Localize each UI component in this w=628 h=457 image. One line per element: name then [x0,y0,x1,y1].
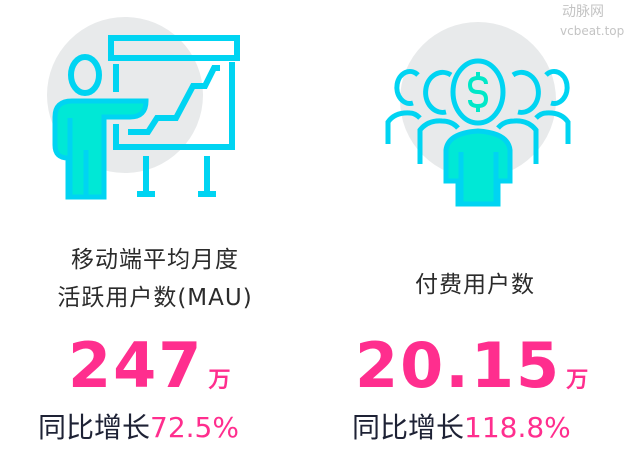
watermark-logo: 动脉网 [562,4,604,20]
mau-growth: 同比增长72.5% [38,414,239,442]
paying-users-growth-label: 同比增长 [352,411,465,444]
paying-users-label: 付费用户数 [415,272,535,298]
paying-users-unit: 万 [566,368,589,393]
dollar-icon [467,72,489,112]
paying-users-icon [385,22,571,207]
mau-growth-value: 72.5% [150,411,239,444]
paying-users-value-group: 20.15 万 [355,335,588,397]
presentation-chart-icon [47,17,240,200]
mau-growth-label: 同比增长 [38,411,151,444]
mau-label-line1: 移动端平均月度 [71,247,239,273]
watermark-url: vcbeat.top [560,24,625,38]
paying-users-value: 20.15 [355,329,562,402]
mau-unit: 万 [208,368,231,393]
paying-users-growth: 同比增长118.8% [352,414,571,442]
mau-label-line2: 活跃用户数(MAU) [57,285,253,311]
mau-value-group: 247 万 [68,335,231,397]
mau-value: 247 [68,329,204,402]
paying-users-growth-value: 118.8% [464,411,571,444]
